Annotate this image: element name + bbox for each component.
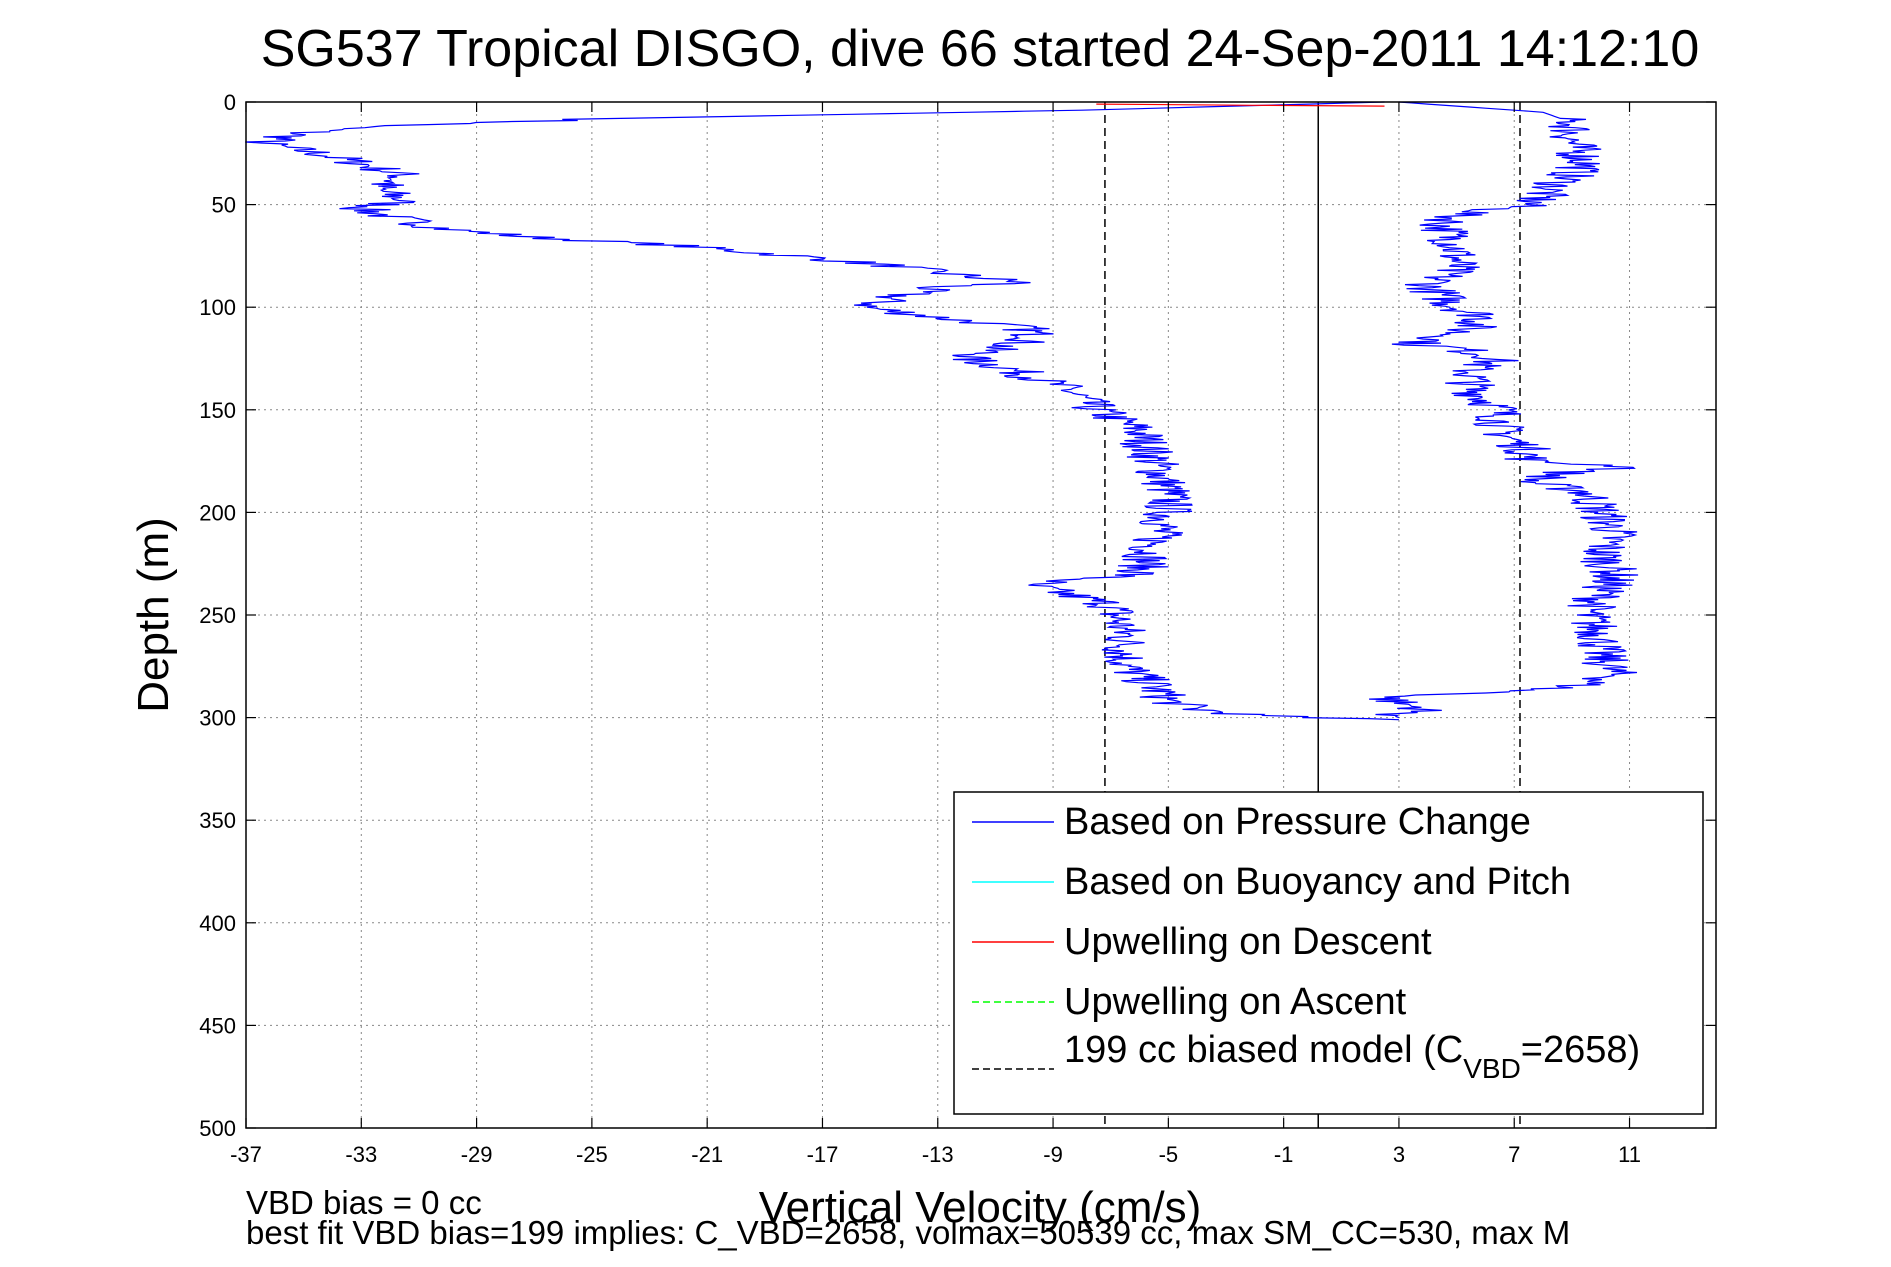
annotation-vbd-bias: VBD bias = 0 cc: [246, 1184, 482, 1221]
series-pressure-descent: [245, 101, 1399, 721]
legend-label-biased-model: 199 cc biased model (CVBD=2658): [1064, 1029, 1640, 1084]
y-tick-label: 350: [199, 808, 236, 833]
y-tick-label: 300: [199, 706, 236, 731]
y-tick-label: 250: [199, 603, 236, 628]
y-tick-label: 100: [199, 295, 236, 320]
series-pressure-ascent: [1369, 101, 1639, 719]
chart-title: SG537 Tropical DISGO, dive 66 started 24…: [261, 20, 1700, 78]
x-tick-label: -21: [691, 1142, 723, 1167]
y-tick-label: 200: [199, 500, 236, 525]
y-tick-label: 50: [212, 193, 236, 218]
y-tick-label: 150: [199, 398, 236, 423]
x-tick-label: 3: [1393, 1142, 1405, 1167]
y-tick-label: 0: [224, 90, 236, 115]
series-upwelling-descent: [1096, 103, 1385, 107]
legend-label-upwelling-ascent: Upwelling on Ascent: [1064, 981, 1407, 1023]
x-tick-label: -29: [461, 1142, 493, 1167]
x-tick-label: -13: [922, 1142, 954, 1167]
legend-label-subscript: VBD: [1463, 1053, 1521, 1084]
y-axis-title: Depth (m): [129, 517, 178, 713]
x-tick-label: -37: [230, 1142, 262, 1167]
legend-label-pressure: Based on Pressure Change: [1064, 801, 1531, 843]
x-tick-label: -5: [1159, 1142, 1179, 1167]
axis-ticks: -37 -33 -29 -25 -21 -17 -13 -9 -5 -1 3 7 11050100150…: [199, 90, 1716, 1167]
legend-label-tail: =2658): [1521, 1029, 1640, 1071]
annotation-best-fit: best fit VBD bias=199 implies: C_VBD=265…: [246, 1214, 1570, 1251]
x-tick-label: 11: [1618, 1142, 1641, 1167]
legend-box: [953, 791, 1704, 1115]
legend: Based on Pressure Change Based on Buoyan…: [953, 791, 1704, 1115]
x-tick-label: 7: [1508, 1142, 1520, 1167]
y-tick-label: 400: [199, 911, 236, 936]
data-series: [245, 101, 1639, 721]
x-tick-label: -9: [1043, 1142, 1063, 1167]
x-tick-label: -17: [807, 1142, 839, 1167]
x-tick-label: -33: [345, 1142, 377, 1167]
legend-label-buoyancy: Based on Buoyancy and Pitch: [1064, 861, 1571, 903]
x-tick-label: -1: [1274, 1142, 1294, 1167]
y-tick-label: 500: [199, 1116, 236, 1141]
x-tick-label: -25: [576, 1142, 608, 1167]
x-axis-title: Vertical Velocity (cm/s): [759, 1183, 1202, 1232]
legend-label-upwelling-descent: Upwelling on Descent: [1064, 921, 1432, 963]
y-tick-label: 450: [199, 1013, 236, 1038]
